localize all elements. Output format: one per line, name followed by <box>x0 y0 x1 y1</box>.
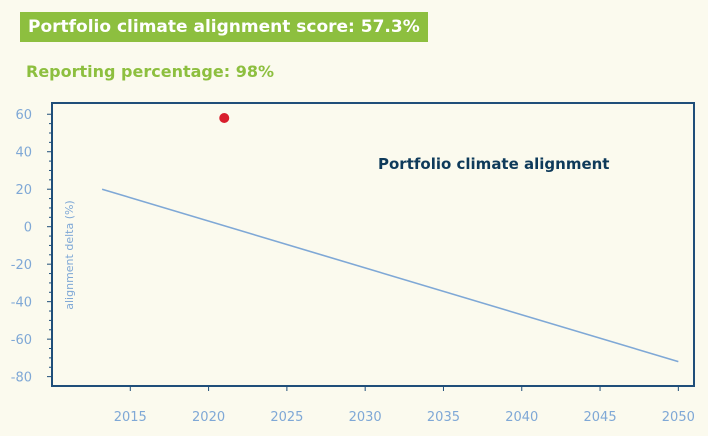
y-minor-ticks <box>49 123 52 368</box>
x-tick-label: 2035 <box>427 410 460 425</box>
y-tick-label: 0 <box>24 221 32 236</box>
plot-frame <box>51 102 695 387</box>
x-axis-ticks: 2015 2020 2025 2030 2035 2040 2045 2050 <box>114 386 695 425</box>
y-tick-label: 40 <box>15 146 32 161</box>
x-tick-label: 2015 <box>114 410 147 425</box>
alignment-pathway-line <box>101 188 679 363</box>
y-tick-label: -60 <box>11 333 32 348</box>
chart-title: Portfolio climate alignment <box>378 155 609 173</box>
y-axis-label: alignment delta (%) <box>63 200 76 309</box>
y-tick-label: -80 <box>11 371 32 386</box>
y-tick-label: -40 <box>11 296 32 311</box>
portfolio-point <box>219 112 230 123</box>
x-tick-label: 2025 <box>270 410 303 425</box>
alignment-score-badge: Portfolio climate alignment score: 57.3% <box>20 12 428 42</box>
x-tick-label: 2030 <box>349 410 382 425</box>
x-tick-label: 2020 <box>192 410 225 425</box>
y-tick-label: 20 <box>15 183 32 198</box>
y-tick-label: -20 <box>11 258 32 273</box>
y-axis-ticks: 60 40 20 0 -20 -40 -60 -80 <box>11 108 52 386</box>
x-tick-label: 2040 <box>505 410 538 425</box>
reporting-percentage: Reporting percentage: 98% <box>26 62 274 81</box>
x-tick-label: 2045 <box>584 410 617 425</box>
x-tick-label: 2050 <box>662 410 695 425</box>
y-tick-label: 60 <box>15 108 32 123</box>
